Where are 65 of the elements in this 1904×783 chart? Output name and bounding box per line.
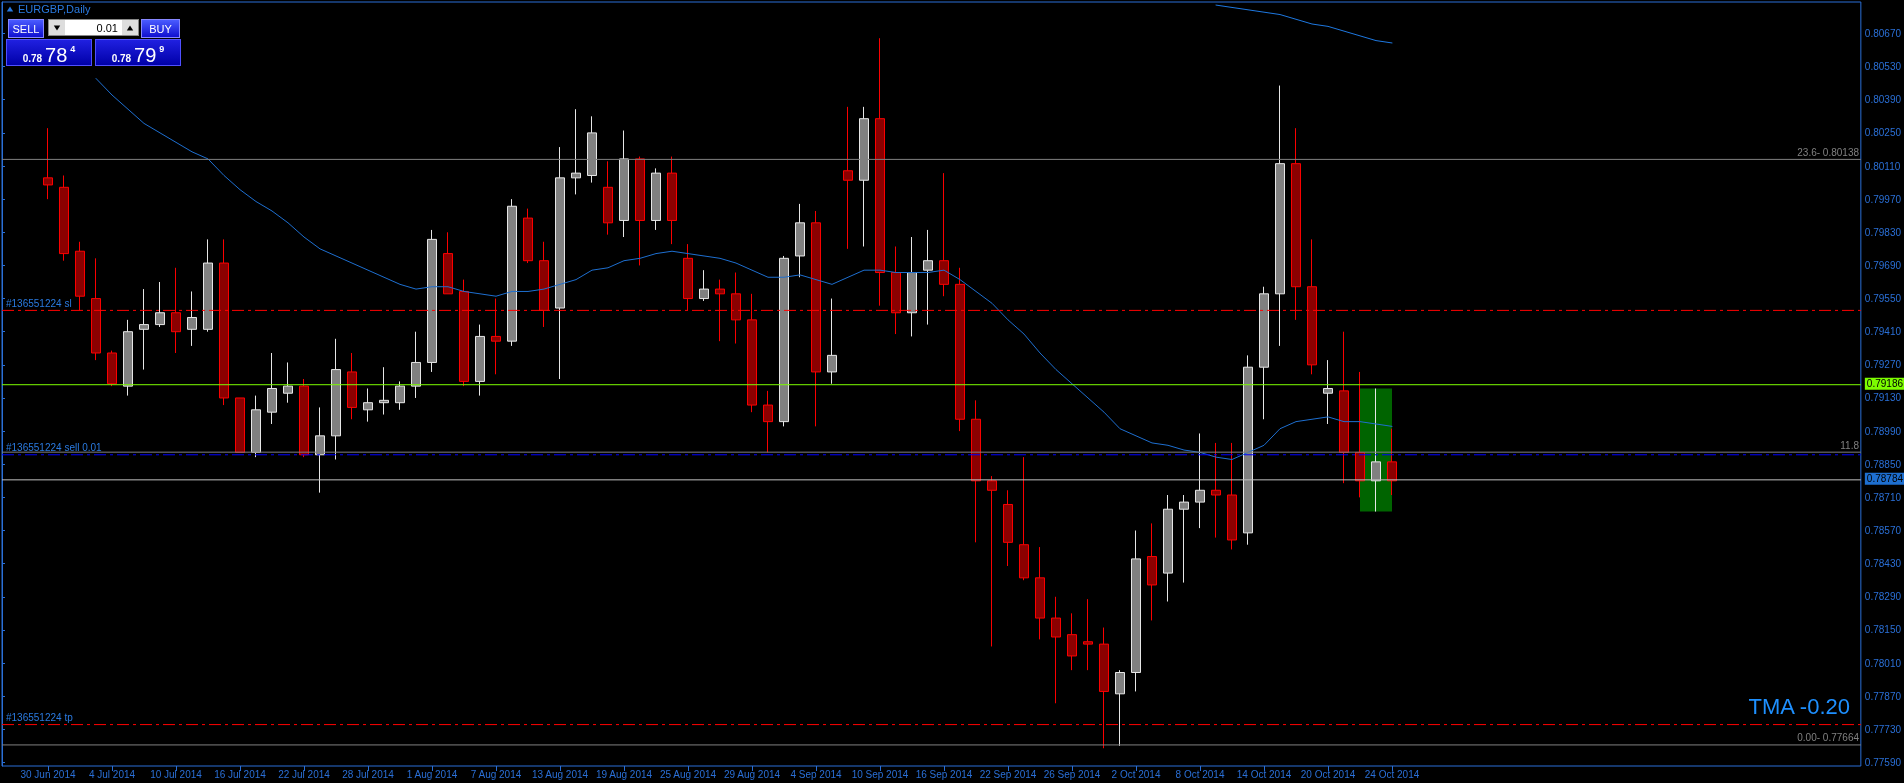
annotation: 0.01 [95,21,119,34]
y-tick-label: 0.79550 [1864,293,1902,305]
y-tick-label: 0.78150 [1864,624,1902,636]
y-tick-label: 0.78710 [1864,491,1902,503]
x-tick-label: 16 Sep 2014 [915,768,973,780]
y-tick-label: 0.79270 [1864,359,1902,371]
y-tick-label: 0.79970 [1864,193,1902,205]
y-tick-label: 0.79410 [1864,326,1902,338]
x-tick-label: 28 Jul 2014 [342,768,395,780]
annotation: 0.78 [111,53,132,64]
y-tick-label: 0.78010 [1864,657,1902,669]
x-tick-label: 10 Sep 2014 [851,768,909,780]
y-tick-label: 0.78290 [1864,591,1902,603]
y-tick-label: 0.78430 [1864,558,1902,570]
ref-line-label: #136551224 sl [6,297,72,309]
x-tick-label: 30 Jun 2014 [20,768,76,780]
annotation: 11.8 [1840,439,1860,451]
y-tick-label: 0.77730 [1864,723,1902,735]
x-tick-label: 4 Sep 2014 [790,768,843,780]
x-tick-label: 26 Sep 2014 [1043,768,1101,780]
ref-line-label: 0.78784 [1866,473,1904,485]
annotation: 79 [134,44,157,67]
y-tick-label: 0.79830 [1864,226,1902,238]
ref-line-label: #136551224 tp [6,712,74,724]
annotation: 0.78 [22,53,43,64]
y-tick-label: 0.80110 [1864,160,1901,172]
x-tick-label: 2 Oct 2014 [1111,768,1161,780]
x-tick-label: 25 Aug 2014 [659,768,717,780]
x-tick-label: 19 Aug 2014 [595,768,653,780]
x-tick-label: 7 Aug 2014 [470,768,522,780]
x-tick-label: 10 Jul 2014 [150,768,203,780]
y-tick-label: 0.80390 [1864,94,1902,106]
sell-button: SELL [8,19,44,38]
x-tick-label: 22 Jul 2014 [278,768,331,780]
x-tick-label: 4 Jul 2014 [88,768,136,780]
x-tick-label: 29 Aug 2014 [723,768,781,780]
x-tick-label: 22 Sep 2014 [979,768,1037,780]
y-tick-label: 0.78850 [1864,458,1902,470]
y-tick-label: 0.77590 [1864,756,1902,768]
y-tick-label: 0.77870 [1864,690,1902,702]
annotation: 4 [70,44,76,54]
y-tick-label: 0.80530 [1864,61,1902,73]
buy-button: BUY [141,19,180,38]
annotation: 78 [45,44,68,67]
y-tick-label: 0.80250 [1864,127,1902,139]
ref-line-label: #136551224 sell 0.01 [6,442,103,454]
y-tick-label: 0.78990 [1864,425,1902,437]
annotation: 0.00- 0.77664 [1797,732,1860,744]
y-tick-label: 0.78570 [1864,525,1902,536]
annotation: 23.6- 0.80138 [1797,146,1860,158]
annotation: 9 [159,44,165,54]
x-tick-label: 20 Oct 2014 [1300,768,1356,780]
y-tick-label: 0.79690 [1864,259,1902,271]
y-tick-label: 0.79130 [1864,392,1902,404]
x-tick-label: 8 Oct 2014 [1175,768,1225,780]
x-tick-label: 14 Oct 2014 [1236,768,1292,780]
chart-title: EURGBP,Daily [18,3,91,15]
x-tick-label: 13 Aug 2014 [531,768,589,780]
ref-line-label: 0.79186 [1866,378,1904,390]
number-stepper: 0.01 [48,19,139,36]
x-tick-label: 24 Oct 2014 [1364,768,1420,780]
x-tick-label: 1 Aug 2014 [406,768,458,780]
y-tick-label: 0.80670 [1864,27,1902,39]
text: TMA -0.20 [1748,694,1850,720]
x-tick-label: 16 Jul 2014 [214,768,267,780]
